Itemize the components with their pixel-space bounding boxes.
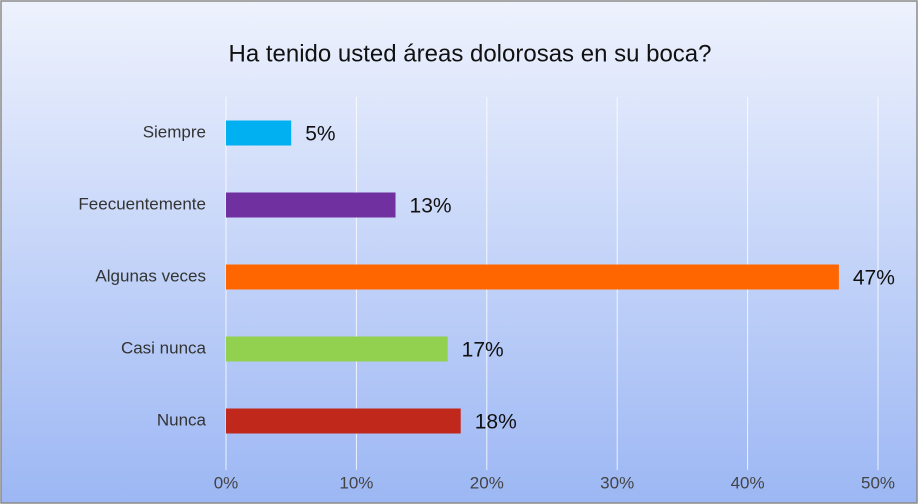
value-label: 13% <box>410 195 452 218</box>
bar <box>226 408 461 434</box>
x-tick-label: 0% <box>214 473 239 492</box>
bar <box>226 264 839 290</box>
x-tick-label: 10% <box>339 473 373 492</box>
y-tick-label: Siempre <box>143 122 206 141</box>
y-tick-label: Casi nunca <box>121 338 207 357</box>
chart-title: Ha tenido usted áreas dolorosas en su bo… <box>229 40 712 67</box>
value-label: 5% <box>305 123 335 146</box>
bar <box>226 336 448 362</box>
bar <box>226 192 396 218</box>
x-tick-label: 50% <box>861 473 895 492</box>
y-tick-label: Algunas veces <box>95 266 206 285</box>
bar <box>226 120 292 146</box>
value-label: 47% <box>853 267 895 290</box>
value-label: 18% <box>475 411 517 434</box>
value-label: 17% <box>462 339 504 362</box>
x-tick-label: 30% <box>600 473 634 492</box>
x-tick-label: 40% <box>731 473 765 492</box>
y-tick-label: Feecuentemente <box>78 194 206 213</box>
x-tick-label: 20% <box>470 473 504 492</box>
y-tick-label: Nunca <box>157 410 207 429</box>
